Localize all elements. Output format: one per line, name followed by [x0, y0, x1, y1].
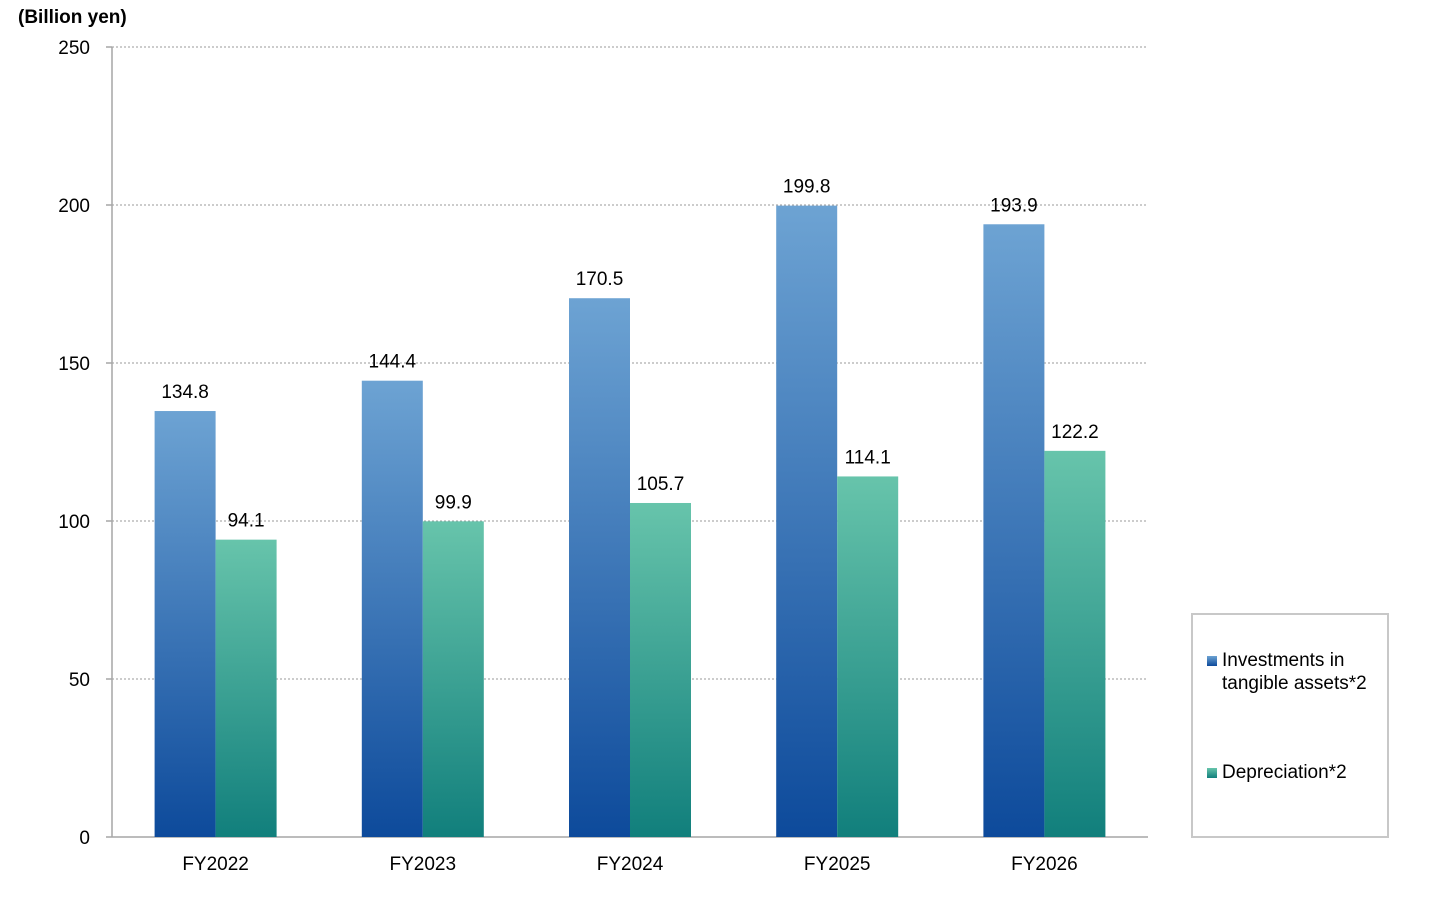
y-tick-label: 100 — [58, 512, 90, 533]
data-label: 94.1 — [228, 511, 265, 532]
y-tick-label: 250 — [58, 38, 90, 59]
legend-label-depreciation: Depreciation*2 — [1222, 762, 1347, 783]
value-labels: 134.8 94.1 144.4 99.9 170.5 105.7 199.8 114.1 19… — [161, 177, 1098, 532]
data-label: 105.7 — [637, 474, 685, 495]
legend-label-investments: Investments in tangible assets*2 — [1222, 650, 1367, 694]
y-tick-label: 150 — [58, 354, 90, 375]
bar-depreciation-fy2024 — [630, 502, 691, 837]
x-tick-label: FY2026 — [1011, 854, 1078, 875]
bar-depreciation-fy2025 — [837, 476, 899, 837]
y-tick-label: 200 — [58, 196, 90, 217]
legend: Investments in tangible assets*2 Depreci… — [1191, 613, 1389, 838]
y-tick-label: 50 — [69, 670, 90, 691]
bar-investments-fy2026 — [983, 224, 1045, 837]
bar-depreciation-fy2022 — [215, 539, 277, 837]
x-tick-label: FY2025 — [804, 854, 871, 875]
axes: 0 50 100 150 200 250 FY2022 FY2023 FY2024 FY2025 F… — [58, 38, 1148, 875]
bars — [154, 205, 1106, 838]
bar-depreciation-fy2023 — [422, 521, 484, 837]
legend-item-depreciation: Depreciation*2 — [1207, 761, 1387, 784]
y-axis-unit-label: (Billion yen) — [18, 7, 127, 28]
legend-swatch-depreciation — [1207, 768, 1217, 778]
bar-investments-fy2023 — [361, 380, 423, 837]
data-label: 144.4 — [369, 352, 417, 373]
data-label: 193.9 — [990, 195, 1038, 216]
legend-swatch-investments — [1207, 656, 1217, 666]
data-label: 122.2 — [1051, 422, 1099, 443]
data-label: 114.1 — [845, 447, 891, 468]
bar-investments-fy2024 — [569, 298, 630, 838]
legend-item-investments: Investments in tangible assets*2 — [1207, 649, 1387, 695]
data-label: 99.9 — [435, 492, 472, 513]
bar-investments-fy2022 — [154, 411, 216, 837]
bar-investments-fy2025 — [776, 205, 838, 837]
data-label: 134.8 — [161, 382, 209, 403]
data-label: 170.5 — [576, 269, 624, 290]
bar-depreciation-fy2026 — [1044, 450, 1106, 837]
data-label: 199.8 — [783, 177, 831, 198]
x-tick-label: FY2024 — [597, 854, 664, 875]
y-tick-label: 0 — [79, 828, 90, 849]
x-tick-label: FY2023 — [390, 854, 457, 875]
x-tick-label: FY2022 — [182, 854, 249, 875]
